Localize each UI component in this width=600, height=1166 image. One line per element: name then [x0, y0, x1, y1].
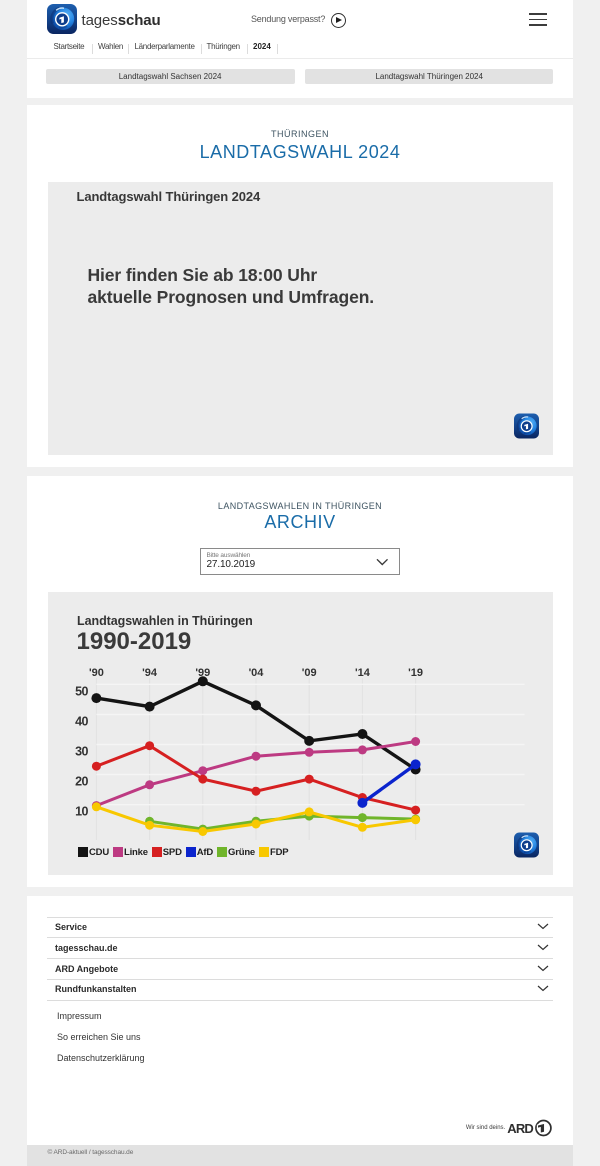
- svg-text:'94: '94: [142, 667, 158, 679]
- svg-text:40: 40: [75, 714, 88, 728]
- svg-text:'04: '04: [248, 667, 264, 679]
- svg-text:50: 50: [75, 684, 88, 698]
- svg-text:'19: '19: [408, 667, 423, 679]
- svg-text:20: 20: [75, 774, 88, 788]
- svg-text:'99: '99: [195, 667, 210, 679]
- svg-text:'14: '14: [354, 667, 370, 679]
- svg-text:10: 10: [75, 804, 88, 818]
- svg-text:'90: '90: [88, 667, 103, 679]
- svg-text:'09: '09: [301, 667, 316, 679]
- svg-text:30: 30: [75, 744, 88, 758]
